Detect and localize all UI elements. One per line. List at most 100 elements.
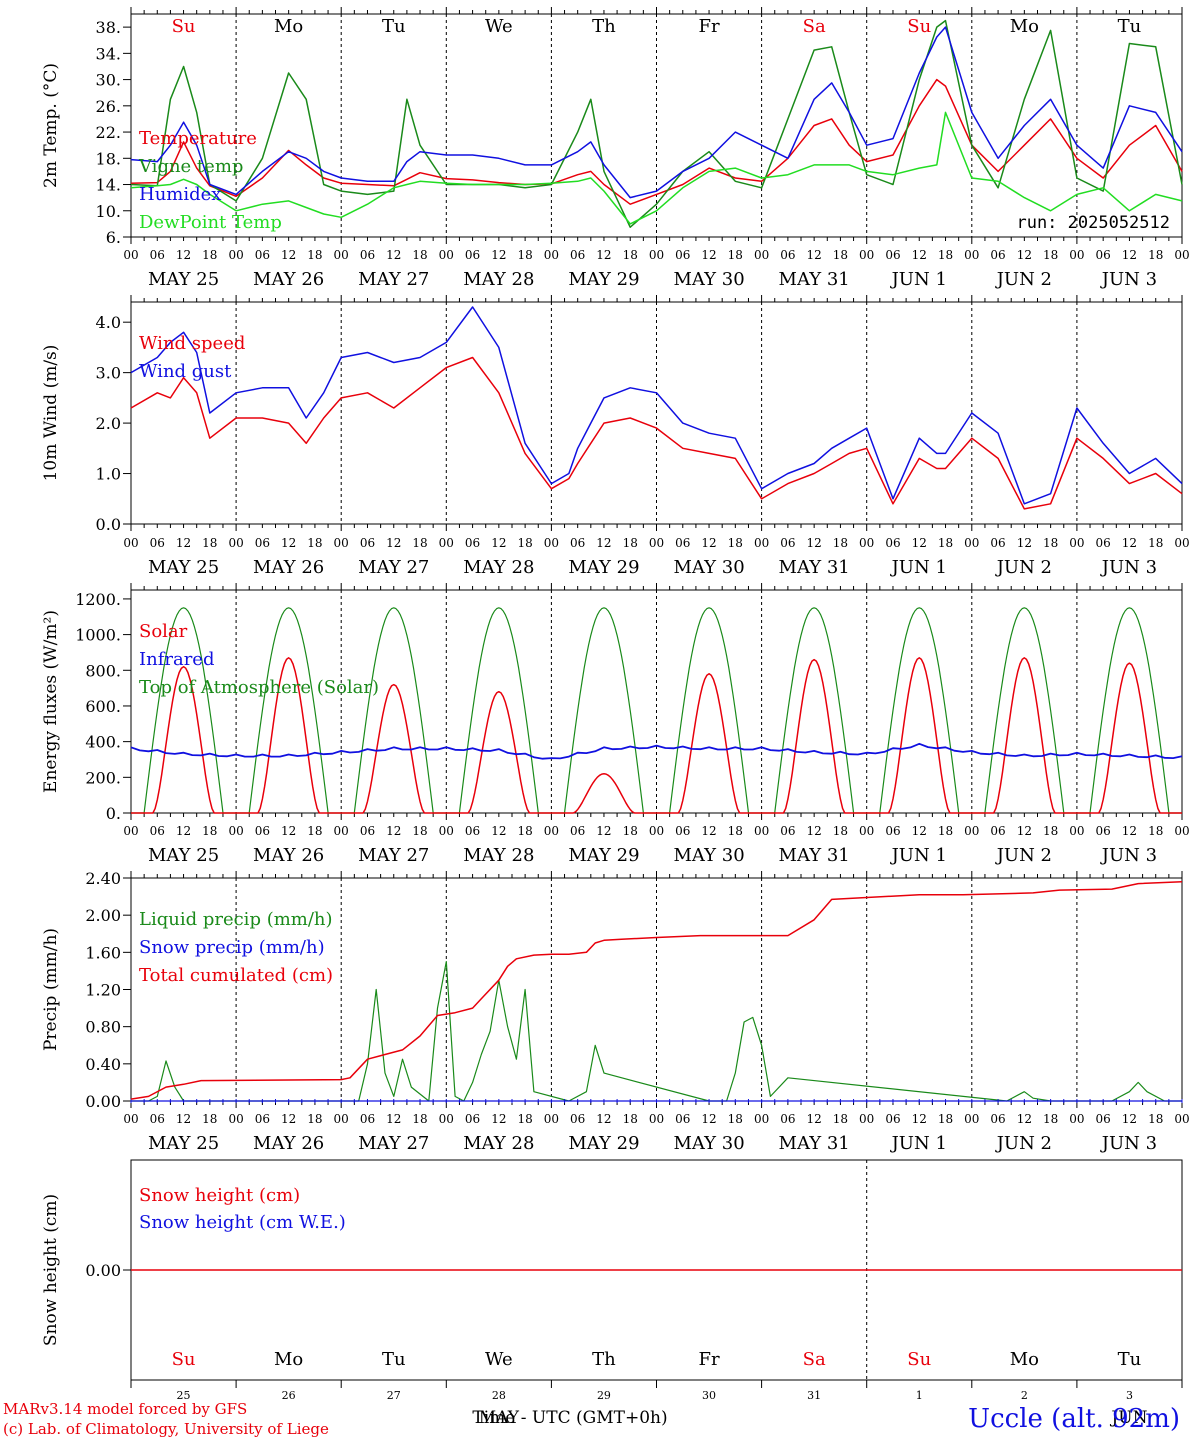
hour-label: 00 xyxy=(228,1112,243,1126)
hour-label: 06 xyxy=(1096,248,1111,262)
hour-label: 18 xyxy=(833,824,848,838)
hour-label: 06 xyxy=(1096,1112,1111,1126)
hour-label: 12 xyxy=(912,536,927,550)
hour-label: 12 xyxy=(386,824,401,838)
y-tick-label: 1.60 xyxy=(85,943,121,962)
day-abbr-label: Mo xyxy=(274,1349,303,1370)
date-label: MAY 29 xyxy=(568,557,639,578)
day-number-label: 3 xyxy=(1126,1389,1133,1402)
hour-label: 00 xyxy=(754,248,769,262)
hour-label: 18 xyxy=(623,1112,638,1126)
footer-model-line: MARv3.14 model forced by GFS xyxy=(3,1400,247,1418)
legend-entry: Total cumulated (cm) xyxy=(139,965,333,986)
hour-label: 18 xyxy=(202,824,217,838)
hour-label: 12 xyxy=(1017,824,1032,838)
y-axis-title: 2m Temp. (°C) xyxy=(41,63,61,188)
date-label: MAY 26 xyxy=(253,845,324,866)
hour-label: 06 xyxy=(990,536,1005,550)
day-abbr-label: Fr xyxy=(699,1349,720,1370)
series-line-infrared xyxy=(130,742,1183,760)
hour-label: 18 xyxy=(307,1112,322,1126)
day-abbr-label: Sa xyxy=(803,1349,826,1370)
hour-label: 06 xyxy=(570,824,585,838)
hour-label: 06 xyxy=(255,1112,270,1126)
hour-label: 00 xyxy=(228,248,243,262)
hour-label: 18 xyxy=(728,536,743,550)
hour-label: 18 xyxy=(202,248,217,262)
date-label: MAY 27 xyxy=(358,557,429,578)
hour-label: 18 xyxy=(938,536,953,550)
hour-label: 00 xyxy=(1174,248,1189,262)
hour-label: 18 xyxy=(728,1112,743,1126)
legend-entry: Infrared xyxy=(139,649,214,670)
hour-label: 00 xyxy=(123,248,138,262)
hour-label: 18 xyxy=(412,536,427,550)
day-number-label: 1 xyxy=(916,1389,923,1402)
hour-label: 18 xyxy=(517,536,532,550)
y-axis-title: Precip (mm/h) xyxy=(41,928,61,1051)
hour-label: 18 xyxy=(1043,536,1058,550)
y-tick-label: 1.20 xyxy=(85,981,121,1000)
hour-label: 06 xyxy=(255,824,270,838)
hour-label: 06 xyxy=(150,536,165,550)
hour-label: 00 xyxy=(1069,536,1084,550)
day-abbr-label: Su xyxy=(172,1349,196,1370)
y-tick-label: 38. xyxy=(96,18,121,37)
date-label: MAY 29 xyxy=(568,269,639,290)
day-abbr-label: Fr xyxy=(699,16,720,37)
day-number-label: 30 xyxy=(702,1389,716,1402)
hour-label: 00 xyxy=(1174,1112,1189,1126)
date-label: JUN 1 xyxy=(890,557,947,578)
hour-label: 12 xyxy=(701,536,716,550)
hour-label: 00 xyxy=(859,1112,874,1126)
hour-label: 18 xyxy=(307,824,322,838)
day-number-label: 31 xyxy=(807,1389,821,1402)
hour-label: 18 xyxy=(938,248,953,262)
hour-label: 06 xyxy=(465,824,480,838)
hour-label: 18 xyxy=(1043,248,1058,262)
hour-label: 00 xyxy=(859,536,874,550)
date-label: MAY 29 xyxy=(568,845,639,866)
hour-label: 00 xyxy=(439,248,454,262)
hour-label: 00 xyxy=(964,1112,979,1126)
hour-label: 18 xyxy=(1043,824,1058,838)
date-label: MAY 27 xyxy=(358,845,429,866)
legend-entry: Temperature xyxy=(139,128,257,149)
hour-label: 12 xyxy=(386,1112,401,1126)
legend-entry: Snow height (cm W.E.) xyxy=(139,1212,346,1233)
run-label: run: 2025052512 xyxy=(1016,213,1170,233)
hour-label: 18 xyxy=(517,248,532,262)
month-label: MAY xyxy=(479,1408,520,1428)
station-label: Uccle (alt. 92m) xyxy=(968,1404,1180,1434)
series-line-vigne-temp xyxy=(130,19,1183,228)
day-number-label: 2 xyxy=(1021,1389,1028,1402)
legend-entry: Liquid precip (mm/h) xyxy=(139,909,333,930)
hour-label: 18 xyxy=(833,536,848,550)
hour-label: 18 xyxy=(1148,1112,1163,1126)
hour-label: 12 xyxy=(386,248,401,262)
hour-label: 06 xyxy=(885,536,900,550)
day-number-label: 26 xyxy=(282,1389,296,1402)
hour-label: 00 xyxy=(754,824,769,838)
legend-entry: Solar xyxy=(139,621,188,642)
day-number-label: 27 xyxy=(387,1389,401,1402)
date-label: JUN 3 xyxy=(1100,845,1157,866)
date-label: MAY 28 xyxy=(463,269,534,290)
hour-label: 00 xyxy=(439,536,454,550)
day-abbr-label: We xyxy=(485,16,513,37)
hour-label: 06 xyxy=(675,1112,690,1126)
day-abbr-label: Mo xyxy=(1010,16,1039,37)
x-axis-title: Time - UTC (GMT+0h) xyxy=(472,1408,667,1428)
day-abbr-label: Th xyxy=(592,16,616,37)
y-tick-label: 26. xyxy=(96,97,121,116)
hour-label: 06 xyxy=(780,248,795,262)
date-label: JUN 2 xyxy=(995,557,1052,578)
hour-label: 12 xyxy=(701,1112,716,1126)
date-label: MAY 25 xyxy=(148,269,219,290)
day-abbr-label: We xyxy=(485,1349,513,1370)
hour-label: 00 xyxy=(754,536,769,550)
hour-label: 06 xyxy=(360,1112,375,1126)
hour-label: 00 xyxy=(439,1112,454,1126)
hour-label: 12 xyxy=(176,248,191,262)
hour-label: 06 xyxy=(780,1112,795,1126)
